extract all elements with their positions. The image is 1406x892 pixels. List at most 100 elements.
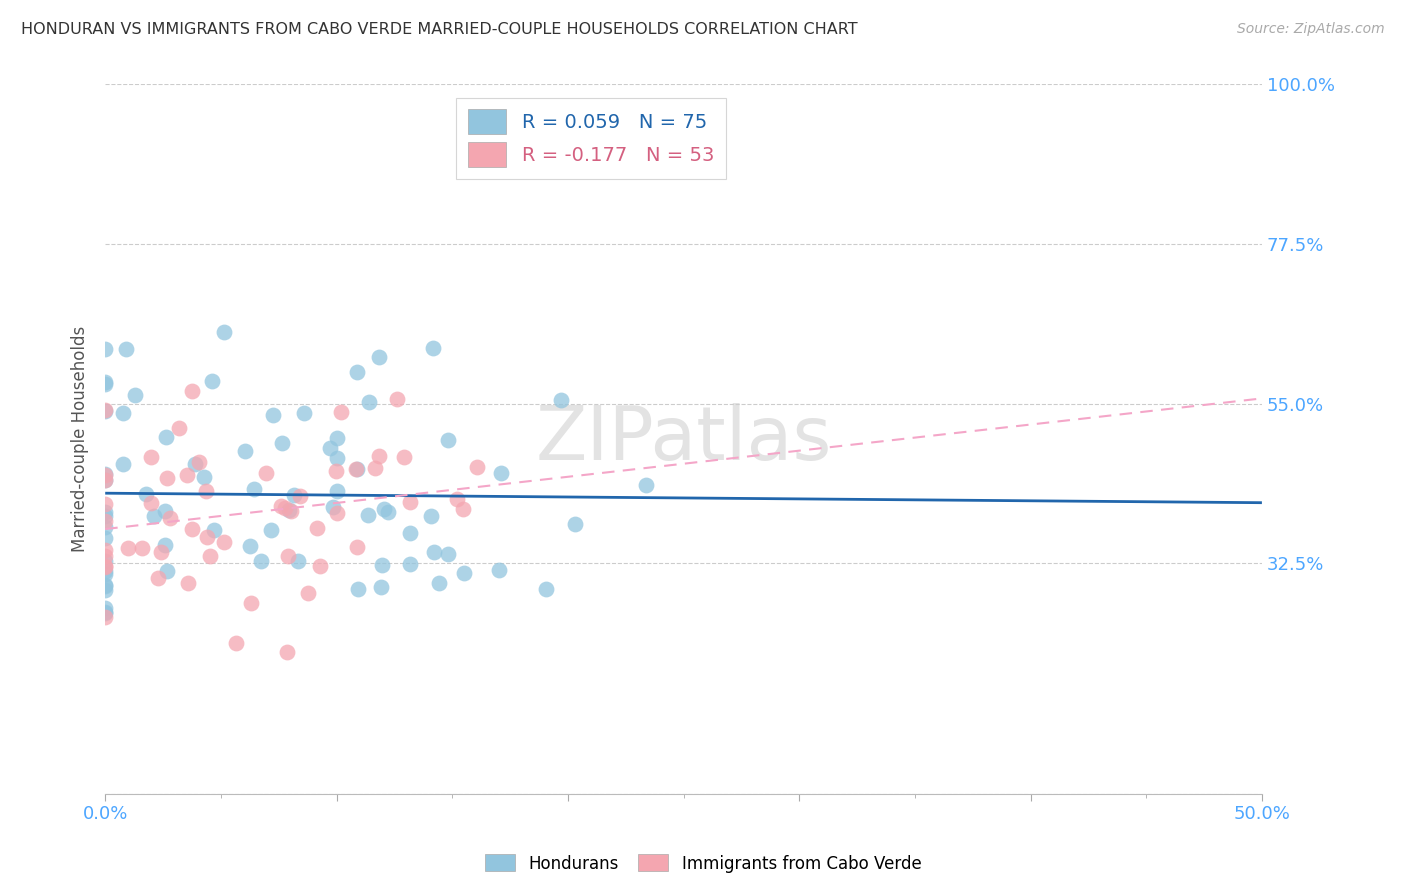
Point — [254, 467, 277, 481]
Point — [156, 564, 179, 578]
Point — [385, 392, 408, 406]
Point — [94, 549, 117, 563]
Point — [94, 560, 117, 574]
Point — [94, 375, 117, 389]
Point — [564, 516, 586, 531]
Point — [465, 460, 488, 475]
Point — [297, 586, 319, 600]
Point — [308, 558, 330, 573]
Point — [292, 406, 315, 420]
Point — [634, 477, 657, 491]
Point — [94, 497, 117, 511]
Point — [283, 488, 305, 502]
Point — [155, 430, 177, 444]
Point — [453, 566, 475, 581]
Point — [346, 540, 368, 554]
Point — [271, 435, 294, 450]
Point — [212, 535, 235, 549]
Point — [212, 325, 235, 339]
Point — [94, 342, 117, 356]
Point — [94, 505, 117, 519]
Point — [94, 473, 117, 487]
Point — [371, 558, 394, 573]
Point — [399, 557, 422, 571]
Point — [94, 509, 117, 524]
Point — [368, 449, 391, 463]
Point — [156, 471, 179, 485]
Point — [94, 543, 117, 558]
Point — [94, 558, 117, 573]
Point — [326, 431, 349, 445]
Point — [239, 539, 262, 553]
Point — [187, 455, 209, 469]
Point — [307, 521, 329, 535]
Point — [436, 433, 458, 447]
Point — [287, 554, 309, 568]
Point — [124, 388, 146, 402]
Point — [94, 532, 117, 546]
Point — [181, 522, 204, 536]
Point — [202, 523, 225, 537]
Point — [200, 549, 222, 564]
Point — [420, 509, 443, 524]
Point — [94, 519, 117, 533]
Point — [377, 505, 399, 519]
Point — [277, 549, 299, 563]
Point — [94, 578, 117, 592]
Point — [177, 576, 200, 591]
Point — [184, 458, 207, 472]
Point — [318, 442, 340, 456]
Point — [176, 468, 198, 483]
Point — [94, 554, 117, 568]
Point — [94, 564, 117, 578]
Point — [153, 504, 176, 518]
Point — [436, 548, 458, 562]
Point — [326, 450, 349, 465]
Point — [399, 526, 422, 541]
Point — [392, 450, 415, 465]
Point — [94, 601, 117, 615]
Point — [135, 487, 157, 501]
Point — [288, 489, 311, 503]
Point — [94, 605, 117, 619]
Point — [115, 342, 138, 356]
Point — [94, 579, 117, 593]
Point — [373, 502, 395, 516]
Point — [195, 483, 218, 498]
Text: Source: ZipAtlas.com: Source: ZipAtlas.com — [1237, 22, 1385, 37]
Point — [149, 545, 172, 559]
Point — [550, 392, 572, 407]
Point — [201, 374, 224, 388]
Point — [94, 606, 117, 620]
Point — [346, 365, 368, 379]
Point — [347, 582, 370, 596]
Point — [225, 635, 247, 649]
Point — [344, 462, 367, 476]
Point — [534, 582, 557, 596]
Point — [180, 384, 202, 398]
Point — [94, 609, 117, 624]
Point — [141, 450, 163, 464]
Point — [278, 503, 301, 517]
Point — [368, 350, 391, 364]
Legend: R = 0.059   N = 75, R = -0.177   N = 53: R = 0.059 N = 75, R = -0.177 N = 53 — [456, 98, 725, 178]
Point — [451, 501, 474, 516]
Point — [233, 444, 256, 458]
Point — [249, 554, 271, 568]
Point — [491, 466, 513, 480]
Point — [325, 464, 347, 478]
Point — [159, 511, 181, 525]
Point — [94, 473, 117, 487]
Point — [243, 482, 266, 496]
Point — [94, 467, 117, 481]
Legend: Hondurans, Immigrants from Cabo Verde: Hondurans, Immigrants from Cabo Verde — [478, 847, 928, 880]
Point — [357, 394, 380, 409]
Point — [326, 484, 349, 499]
Point — [262, 408, 284, 422]
Point — [280, 504, 302, 518]
Point — [117, 541, 139, 556]
Point — [270, 499, 292, 513]
Point — [423, 545, 446, 559]
Point — [446, 492, 468, 507]
Point — [112, 457, 135, 471]
